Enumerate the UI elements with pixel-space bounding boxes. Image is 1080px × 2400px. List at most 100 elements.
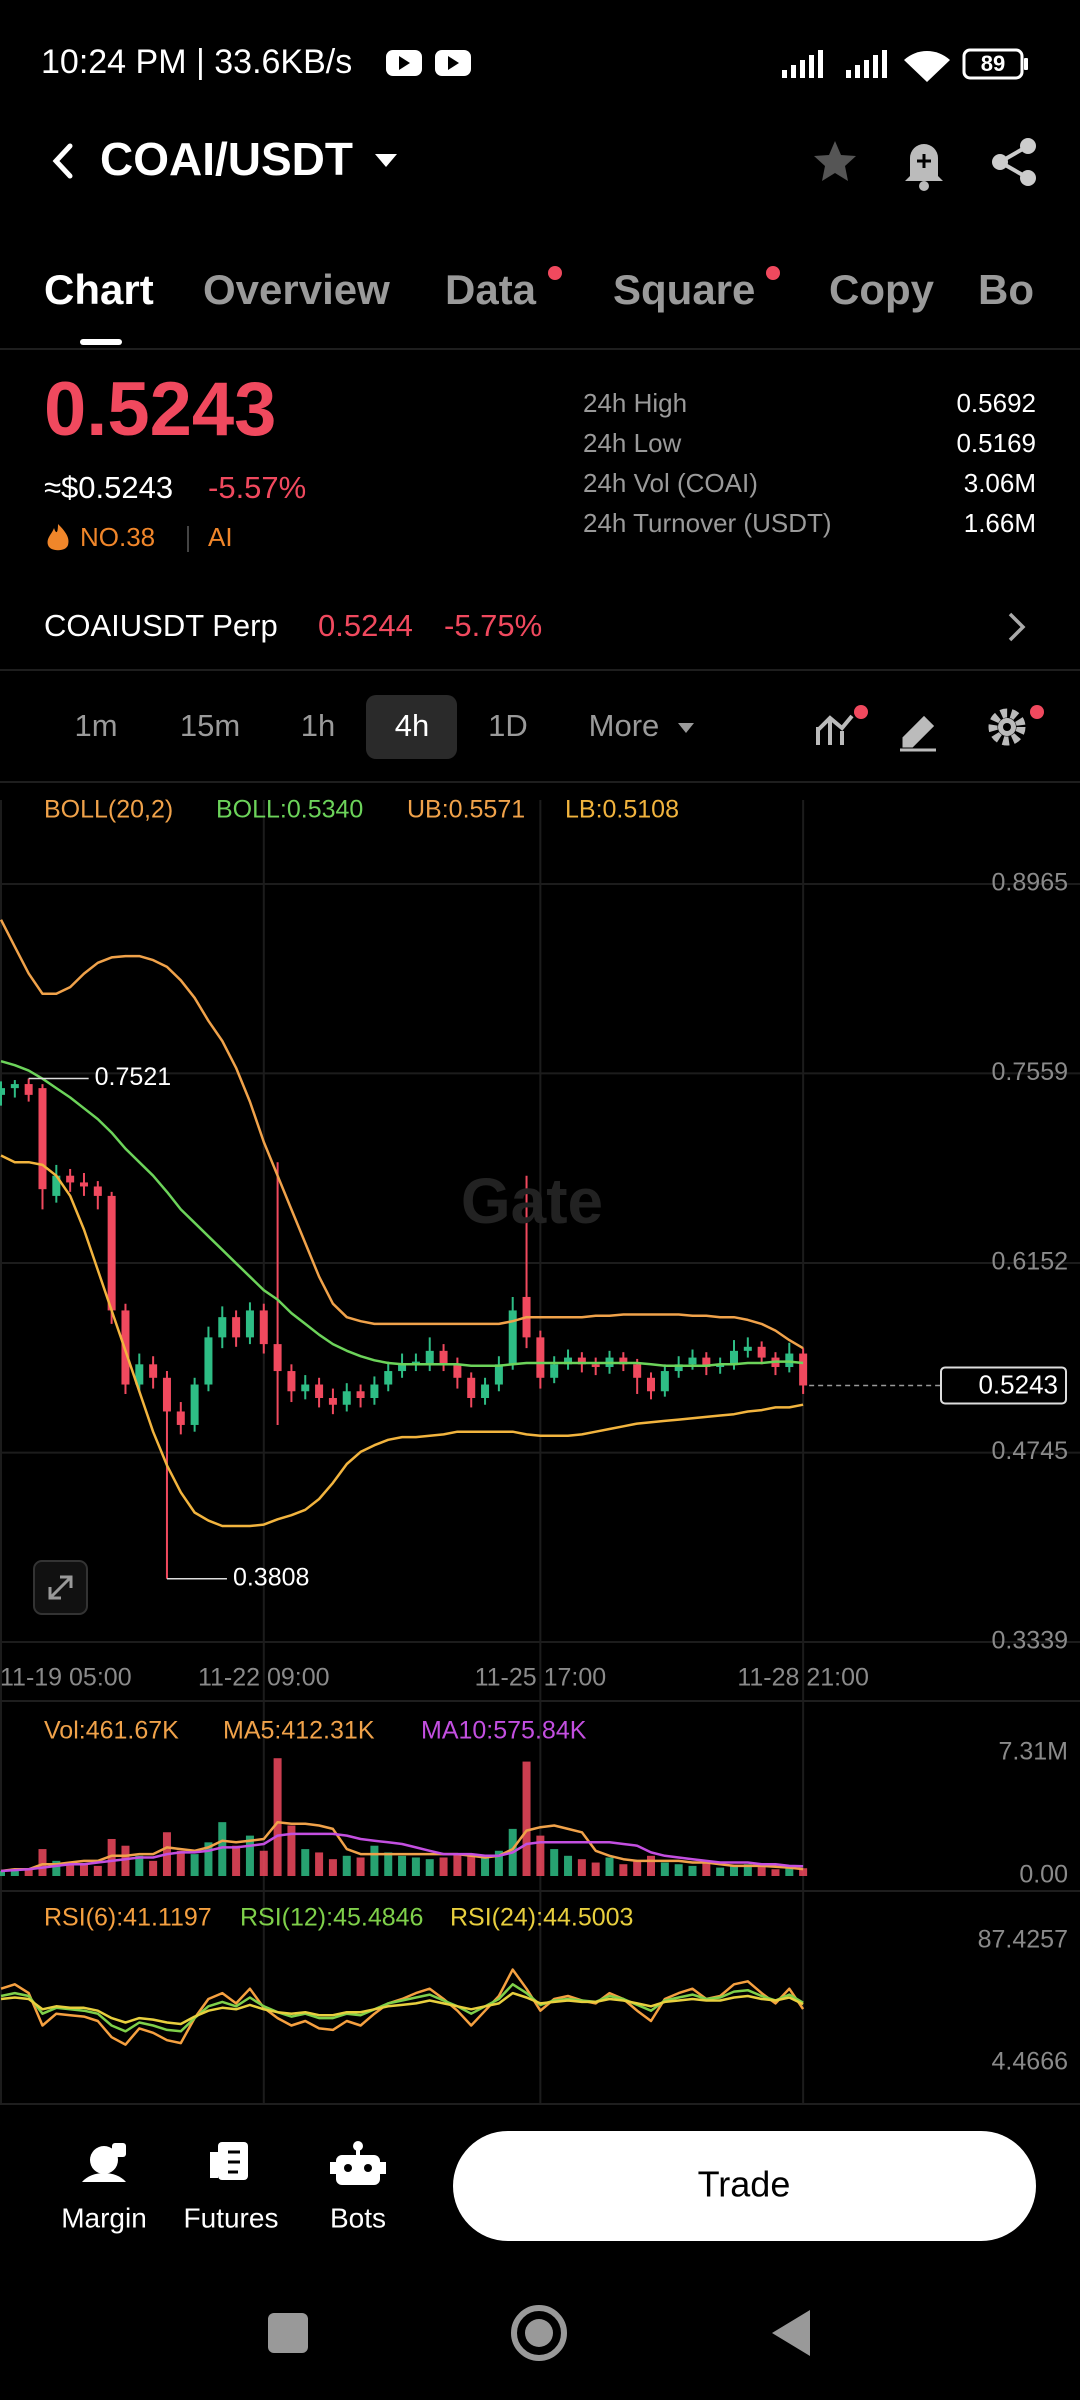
tab[interactable]: Bo (978, 266, 1034, 313)
volume-bar (66, 1862, 75, 1876)
volume-bar (467, 1855, 476, 1876)
candle-body (481, 1384, 490, 1399)
volume-bar (301, 1849, 310, 1876)
candle-body (93, 1186, 102, 1196)
volume-bar (481, 1857, 490, 1876)
volume-bar (190, 1854, 199, 1876)
indicator-icon[interactable] (816, 714, 854, 745)
candle-body (660, 1371, 669, 1392)
volume-bar (93, 1865, 102, 1876)
indicator-line (0, 1832, 804, 1873)
candle-body (38, 1088, 47, 1190)
interval-selected-bg (366, 695, 457, 759)
nav-label[interactable]: Margin (61, 2202, 147, 2233)
volume-bar (356, 1857, 365, 1876)
tab[interactable]: Data (445, 266, 537, 313)
expand-button[interactable] (33, 1560, 88, 1615)
nav-label[interactable]: Futures (184, 2202, 279, 2233)
candle-body (799, 1353, 808, 1386)
trade-button[interactable] (453, 2131, 1036, 2241)
favorite-icon[interactable] (814, 141, 856, 181)
interval[interactable]: 1h (301, 708, 335, 743)
candle-body (508, 1310, 517, 1365)
y-tick-label: 0.4745 (992, 1437, 1068, 1465)
stat-label: 24h Turnover (USDT) (583, 508, 832, 538)
tab[interactable]: Chart (44, 266, 154, 313)
candle-body (577, 1357, 586, 1365)
back-nav-button[interactable] (772, 2310, 810, 2356)
y-tick-label: 0.6152 (992, 1248, 1068, 1276)
stat-value: 0.5169 (956, 428, 1036, 458)
candle-body (370, 1384, 379, 1399)
y-tick-label: 4.4666 (992, 2048, 1068, 2076)
legend-entry: RSI(6):41.1197 (44, 1904, 212, 1932)
home-button[interactable] (511, 2305, 567, 2361)
tab[interactable]: Copy (829, 266, 935, 313)
interval[interactable]: More (589, 708, 660, 743)
candle-body (398, 1364, 407, 1372)
candle-body (453, 1364, 462, 1378)
candle-body (232, 1317, 241, 1338)
volume-bar (204, 1842, 213, 1876)
stat-value: 0.5692 (956, 388, 1036, 418)
indicator-line (0, 1968, 805, 2046)
pair-title[interactable]: COAI/USDT (100, 133, 353, 185)
volume-bar (176, 1850, 185, 1876)
candle-body (245, 1310, 254, 1338)
candle-body (135, 1364, 144, 1385)
volume-bar (259, 1850, 268, 1876)
volume-bar (107, 1838, 116, 1876)
trade-label[interactable]: Trade (698, 2164, 791, 2205)
volume-bar (328, 1859, 337, 1876)
settings-icon[interactable] (988, 708, 1026, 746)
y-tick-label: 0.00 (1019, 1861, 1068, 1889)
interval[interactable]: 15m (180, 708, 240, 743)
pair-dropdown[interactable] (375, 154, 397, 167)
margin-icon[interactable] (82, 2143, 126, 2182)
tab[interactable]: Overview (203, 266, 390, 313)
volume-bar (439, 1857, 448, 1876)
volume-bar (771, 1869, 780, 1876)
indicator-line (0, 1820, 804, 1873)
perp-row[interactable]: COAIUSDT Perp 0.5244 -5.75% (44, 608, 1026, 643)
candle-body (315, 1384, 324, 1399)
candle-body (647, 1377, 656, 1392)
volume-bar (550, 1849, 559, 1876)
volume-bar (743, 1864, 752, 1876)
recents-button[interactable] (268, 2313, 308, 2353)
candle-body (10, 1084, 19, 1089)
candle-body (550, 1364, 559, 1378)
x-tick-label: 11-28 21:00 (737, 1664, 869, 1692)
tab-indicator (80, 339, 122, 345)
grid (0, 800, 1080, 2104)
interval[interactable]: 1D (488, 708, 528, 743)
indicator-line (0, 919, 804, 1350)
nav-label[interactable]: Bots (330, 2202, 386, 2233)
candle-body (190, 1384, 199, 1425)
candle-body (287, 1371, 296, 1392)
volume-bar (577, 1859, 586, 1876)
futures-icon[interactable] (210, 2142, 248, 2180)
stat-label: 24h Low (583, 428, 682, 458)
legend-entry: LB:0.5108 (565, 796, 679, 824)
alert-icon[interactable] (905, 144, 943, 191)
interval[interactable]: 1m (74, 708, 117, 743)
candle-body (757, 1346, 766, 1358)
more-dropdown[interactable] (678, 723, 694, 733)
watermark: Gate (461, 1165, 603, 1237)
interval[interactable]: 4h (395, 708, 429, 743)
usd-price: ≈$0.5243 (44, 470, 173, 505)
perp-price: 0.5244 (318, 608, 413, 643)
legend-entry: Vol:461.67K (44, 1717, 179, 1745)
volume-bar (674, 1864, 683, 1876)
back-button[interactable] (52, 143, 73, 179)
share-icon[interactable] (992, 138, 1036, 186)
volume-bar (24, 1869, 33, 1876)
y-tick-label: 0.8965 (992, 869, 1068, 897)
volume-bar (121, 1845, 130, 1876)
tab[interactable]: Square (613, 266, 755, 313)
indicator-line (0, 1983, 804, 2033)
notification-dot (1030, 705, 1044, 719)
draw-icon[interactable] (900, 715, 936, 752)
bots-icon[interactable] (330, 2141, 386, 2185)
